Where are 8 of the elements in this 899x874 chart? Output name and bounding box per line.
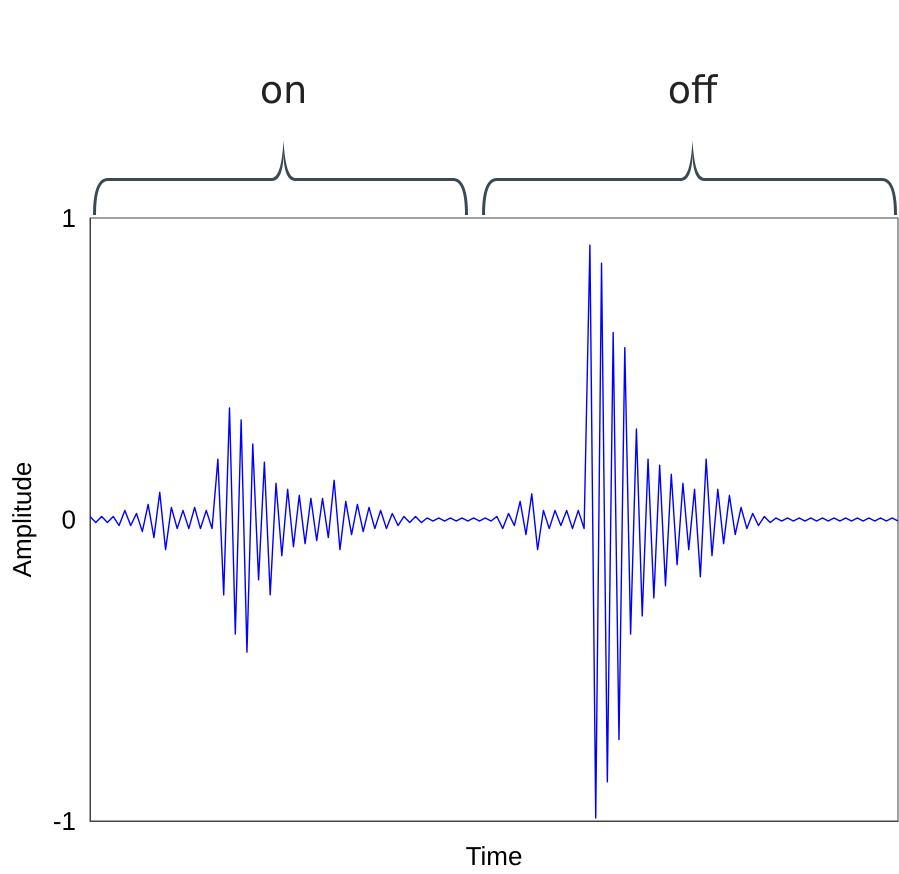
x-axis-title: Time [466,841,522,871]
line-series [89,244,899,819]
text: off [668,68,718,112]
y-tick-label: 1 [62,203,76,233]
text: on [260,68,308,112]
y-tick-label: 0 [62,504,76,534]
y-axis-title: Amplitude [7,462,37,578]
y-tick-label: -1 [52,806,76,836]
